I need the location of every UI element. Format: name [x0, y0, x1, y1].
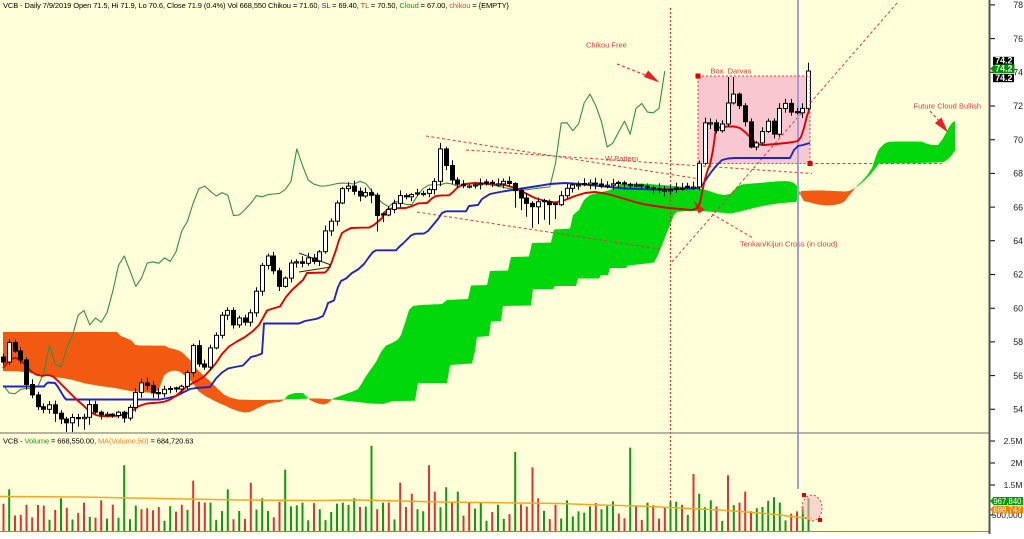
svg-text:74: 74 [1013, 68, 1023, 78]
svg-text:68: 68 [1013, 169, 1023, 179]
svg-text:64: 64 [1013, 236, 1023, 246]
svg-text:58: 58 [1013, 337, 1023, 347]
svg-text:70: 70 [1013, 135, 1023, 145]
svg-text:Future Cloud Bullish: Future Cloud Bullish [914, 101, 982, 110]
svg-text:76: 76 [1013, 34, 1023, 44]
svg-text:Chikou Free: Chikou Free [586, 41, 627, 50]
svg-text:78: 78 [1013, 0, 1023, 10]
svg-text:56: 56 [1013, 371, 1023, 381]
svg-text:Tenkan/Kijun Cross (in cloud): Tenkan/Kijun Cross (in cloud) [740, 239, 838, 248]
svg-text:698,747: 698,747 [993, 505, 1021, 514]
svg-text:54: 54 [1013, 405, 1023, 415]
svg-text:62: 62 [1013, 270, 1023, 280]
svg-text:72: 72 [1013, 101, 1023, 111]
svg-text:W Pattern: W Pattern [605, 154, 638, 163]
svg-text:66: 66 [1013, 202, 1023, 212]
svg-text:74.2: 74.2 [995, 73, 1012, 83]
svg-text:2.5M: 2.5M [1004, 436, 1023, 446]
svg-text:1.5M: 1.5M [1004, 480, 1023, 490]
svg-text:60: 60 [1013, 303, 1023, 313]
svg-text:2M: 2M [1011, 458, 1023, 468]
svg-text:VCB - Daily 7/9/2019 Open 71.5: VCB - Daily 7/9/2019 Open 71.5, Hi 71.9,… [3, 1, 509, 10]
svg-text:VCB - Volume = 668,550.00, MA(: VCB - Volume = 668,550.00, MA(Volume,50)… [3, 437, 193, 446]
svg-text:Box Darvas: Box Darvas [711, 67, 752, 76]
